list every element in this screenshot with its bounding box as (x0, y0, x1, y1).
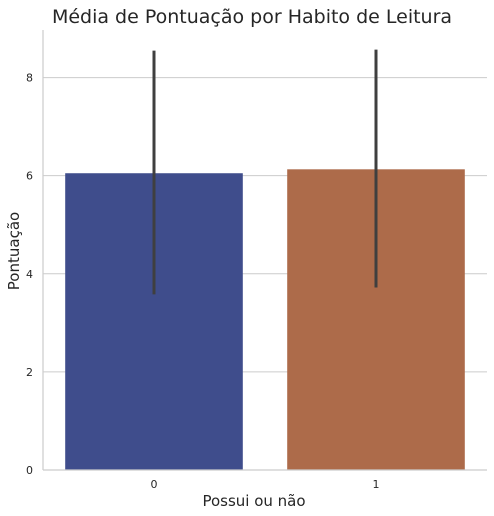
y-axis-label: Pontuação (5, 212, 23, 290)
x-tick-label: 1 (373, 478, 380, 491)
y-tick-label: 2 (26, 366, 33, 379)
x-axis-label: Possui ou não (202, 492, 305, 510)
chart-title: Média de Pontuação por Habito de Leitura (52, 6, 452, 28)
y-tick-label: 8 (26, 72, 33, 85)
y-tick-label: 0 (26, 464, 33, 477)
x-tick-label: 0 (151, 478, 158, 491)
y-tick-label: 4 (26, 268, 33, 281)
error-bars (152, 49, 378, 295)
y-tick-label: 6 (26, 170, 33, 183)
bars (65, 169, 465, 470)
y-tick-labels: 0 2 4 6 8 (26, 72, 33, 477)
